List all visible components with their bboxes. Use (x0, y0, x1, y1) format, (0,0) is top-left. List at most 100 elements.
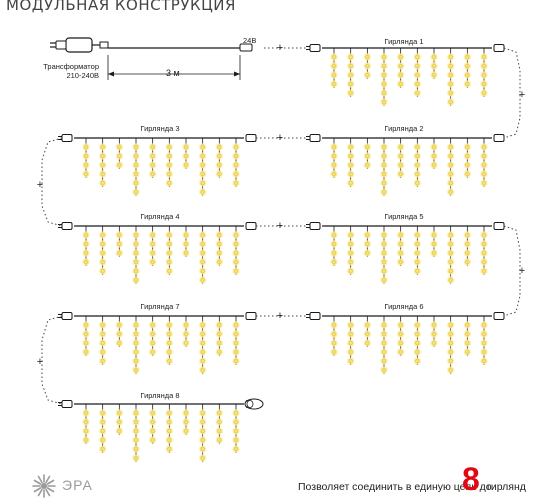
bulb (183, 162, 188, 167)
bulb (200, 332, 205, 337)
bulb (200, 420, 205, 425)
bulb (133, 332, 138, 337)
bulb (167, 153, 172, 158)
bulb (217, 341, 222, 346)
bulb (365, 341, 370, 346)
bulb (365, 323, 370, 328)
bulb (348, 171, 353, 176)
plus-sign: + (277, 42, 283, 54)
bulb (348, 250, 353, 255)
bulb (133, 241, 138, 246)
bulb (448, 350, 453, 355)
bulb (133, 350, 138, 355)
bulb (183, 323, 188, 328)
bulb (432, 153, 437, 158)
bulb (365, 72, 370, 77)
bulb (415, 350, 420, 355)
bulb (382, 368, 387, 373)
bulb (415, 171, 420, 176)
garland-8 (58, 400, 257, 463)
bulb (83, 241, 88, 246)
bulb (482, 162, 487, 167)
bulb (117, 162, 122, 167)
bulb (382, 241, 387, 246)
bulb (415, 55, 420, 60)
bulb (382, 72, 387, 77)
bulb (448, 153, 453, 158)
bulb (233, 350, 238, 355)
bulb (117, 250, 122, 255)
bulb (348, 232, 353, 237)
bulb (465, 232, 470, 237)
bulb (200, 189, 205, 194)
garland-5-label: Гирлянда 5 (384, 212, 424, 221)
bulb (100, 411, 105, 416)
bulb (233, 429, 238, 434)
plus-sign: + (519, 265, 525, 277)
bulb (415, 269, 420, 274)
bulb (167, 260, 172, 265)
bulb (167, 171, 172, 176)
bulb (465, 55, 470, 60)
bulb (83, 332, 88, 337)
bulb (83, 162, 88, 167)
bulb (217, 420, 222, 425)
footer-number: 8 (462, 461, 480, 497)
bulb (432, 323, 437, 328)
bulb (432, 63, 437, 68)
bulb (398, 55, 403, 60)
bulb (465, 81, 470, 86)
bulb (432, 250, 437, 255)
bulb (100, 341, 105, 346)
garland-2 (306, 134, 505, 197)
bulb (83, 420, 88, 425)
bulb (332, 171, 337, 176)
bulb (348, 81, 353, 86)
end-cap-body (244, 398, 264, 410)
bulb (348, 63, 353, 68)
bulb (183, 144, 188, 149)
bulb (465, 350, 470, 355)
bulb (150, 323, 155, 328)
bulb (415, 144, 420, 149)
bulb (100, 260, 105, 265)
bulb (217, 260, 222, 265)
bulb (482, 232, 487, 237)
garland-4-label: Гирлянда 4 (140, 212, 180, 221)
bulb (167, 144, 172, 149)
bulb (167, 341, 172, 346)
logo-core (41, 483, 47, 489)
bulb (150, 153, 155, 158)
bulb (398, 153, 403, 158)
logo-ray (33, 479, 42, 485)
connector-in-icon (309, 134, 321, 142)
bulb (150, 350, 155, 355)
bulb (398, 250, 403, 255)
bulb (117, 429, 122, 434)
bulb (233, 332, 238, 337)
bulb (332, 350, 337, 355)
connector-out-icon (245, 222, 257, 230)
bulb (100, 429, 105, 434)
bulb (200, 232, 205, 237)
bulb (100, 359, 105, 364)
bulb (365, 250, 370, 255)
bulb (167, 359, 172, 364)
bulb (432, 341, 437, 346)
bulb (133, 278, 138, 283)
bulb (117, 341, 122, 346)
bulb (167, 332, 172, 337)
connector-out-icon (493, 134, 505, 142)
loop-g5-g6 (503, 225, 521, 317)
bulb (382, 332, 387, 337)
garland-4 (58, 222, 257, 285)
plus-sign: + (519, 89, 525, 101)
bulb (133, 180, 138, 185)
bulb (382, 99, 387, 104)
loop-g1-g2 (503, 47, 521, 139)
bulb (217, 153, 222, 158)
bulb (133, 269, 138, 274)
bulb (150, 241, 155, 246)
bulb (217, 232, 222, 237)
bulb (482, 171, 487, 176)
